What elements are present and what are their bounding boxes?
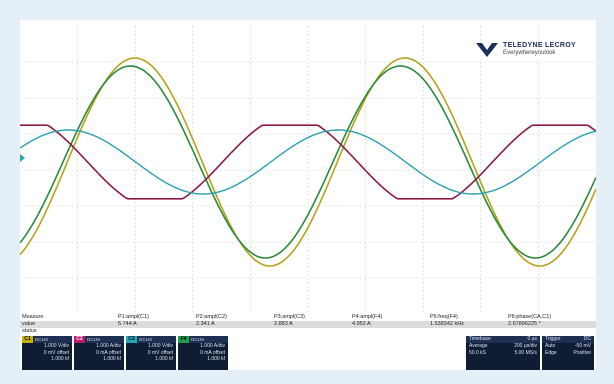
row-label-value: value [22,321,36,327]
channel-tag-f4: F4 [178,336,189,343]
channel-c3-panel[interactable]: C3 DC1M 1.000 V/div 0 mV offset 1.000 kf [126,336,176,370]
waveform-c1 [20,57,596,267]
trigger-panel[interactable]: Trigger DC Auto -50 mV Edge Positive [542,336,594,370]
trigger-slope: Positive [573,349,591,356]
channel-offset-c1: 0 mV offset [43,349,69,356]
timebase-label: Timebase [469,336,491,342]
brand-logo: TELEDYNE LECROY Everywhereyoulook [472,40,580,59]
channel-c2-panel[interactable]: C2 DC1M 1.000 A/div 0 mA offset 1.000 kf [74,336,124,370]
value-p4: 4.952 A [352,321,371,327]
channel-f4-panel[interactable]: F4 DC1M 1.000 A/div 0 mA offset 1.000 kf [178,336,228,370]
timebase-delay: 0 µs [527,336,537,342]
channel-offset-c2: 0 mA offset [96,349,121,356]
channel-bw-c3: 1.000 kf [155,356,173,362]
ground-marker-icon [20,154,25,162]
measure-value-row: value 5.744 A 2.341 A 2.883 A 4.952 A 1.… [20,321,596,328]
oscilloscope-screen: TELEDYNE LECROY Everywhereyoulook Measur… [20,20,596,370]
measurement-table: Measure P1:ampl(C1) P2:ampl(C2) P3:ampl(… [20,314,596,335]
waveforms [20,57,596,267]
channel-scale-c1: 1.000 V/div [43,343,69,349]
param-p3[interactable]: P3:ampl(C3) [274,314,305,320]
value-p1: 5.744 A [118,321,137,327]
value-p3: 2.883 A [274,321,293,327]
channel-mode-f4: DC1M [191,337,204,342]
channel-mode-c2: DC1M [87,337,100,342]
trigger-level: -50 mV [574,343,591,349]
channel-scale-c3: 1.000 V/div [147,343,173,349]
param-p2[interactable]: P2:ampl(C2) [196,314,227,320]
channel-tag-c3: C3 [126,336,137,343]
trigger-type: Edge [545,349,557,356]
trigger-label: Trigger [545,336,561,342]
timebase-average: Average [469,343,488,349]
measure-status-row: status [20,328,596,335]
value-p2: 2.341 A [196,321,215,327]
row-label-status: status [22,328,37,334]
param-p4[interactable]: P4:ampl(F4) [352,314,383,320]
channel-bw-f4: 1.000 kf [207,356,225,362]
brand-tagline: Everywhereyoulook [503,50,556,56]
channel-tag-c2: C2 [74,336,85,343]
channel-bw-c1: 1.000 kf [51,356,69,362]
brand-name: TELEDYNE LECROY [503,42,576,49]
channel-tag-c1: C1 [22,336,33,343]
timebase-tdiv: 200 µs/div [514,343,537,349]
value-p6: 2.67896225 ° [508,321,541,327]
waveform-c2 [20,124,596,200]
timebase-samples: 50.0 kS [469,349,486,356]
channel-offset-c3: 0 mV offset [147,349,173,356]
channel-c1-panel[interactable]: C1 DC1M 1.000 V/div 0 mV offset 1.000 kf [22,336,72,370]
value-p5: 1.538342 kHz [430,321,464,327]
channel-mode-c3: DC1M [139,337,152,342]
channel-offset-f4: 0 mA offset [200,349,225,356]
waveform-grid [20,26,596,314]
channel-scale-c2: 1.000 A/div [96,343,121,349]
waveform-f4 [20,65,596,259]
channel-bar: C1 DC1M 1.000 V/div 0 mV offset 1.000 kf … [20,336,596,370]
channel-mode-c1: DC1M [35,337,48,342]
trigger-mode: Auto [545,343,556,349]
param-p6[interactable]: P6:phase(CA,C1) [508,314,552,320]
channel-scale-f4: 1.000 A/div [200,343,225,349]
timebase-panel[interactable]: Timebase 0 µs Average 200 µs/div 50.0 kS… [466,336,540,370]
channel-bw-c2: 1.000 kf [103,356,121,362]
param-p5[interactable]: P5:freq(F4) [430,314,458,320]
lecroy-logo-icon [476,42,499,57]
trigger-coupling: DC [583,336,591,342]
timebase-rate: 5.00 MS/s [514,349,537,356]
gridlines [20,26,596,314]
measure-header-row: Measure P1:ampl(C1) P2:ampl(C2) P3:ampl(… [20,314,596,321]
row-label-measure: Measure [22,314,44,320]
param-p1[interactable]: P1:ampl(C1) [118,314,149,320]
waveform-c3 [20,129,596,195]
